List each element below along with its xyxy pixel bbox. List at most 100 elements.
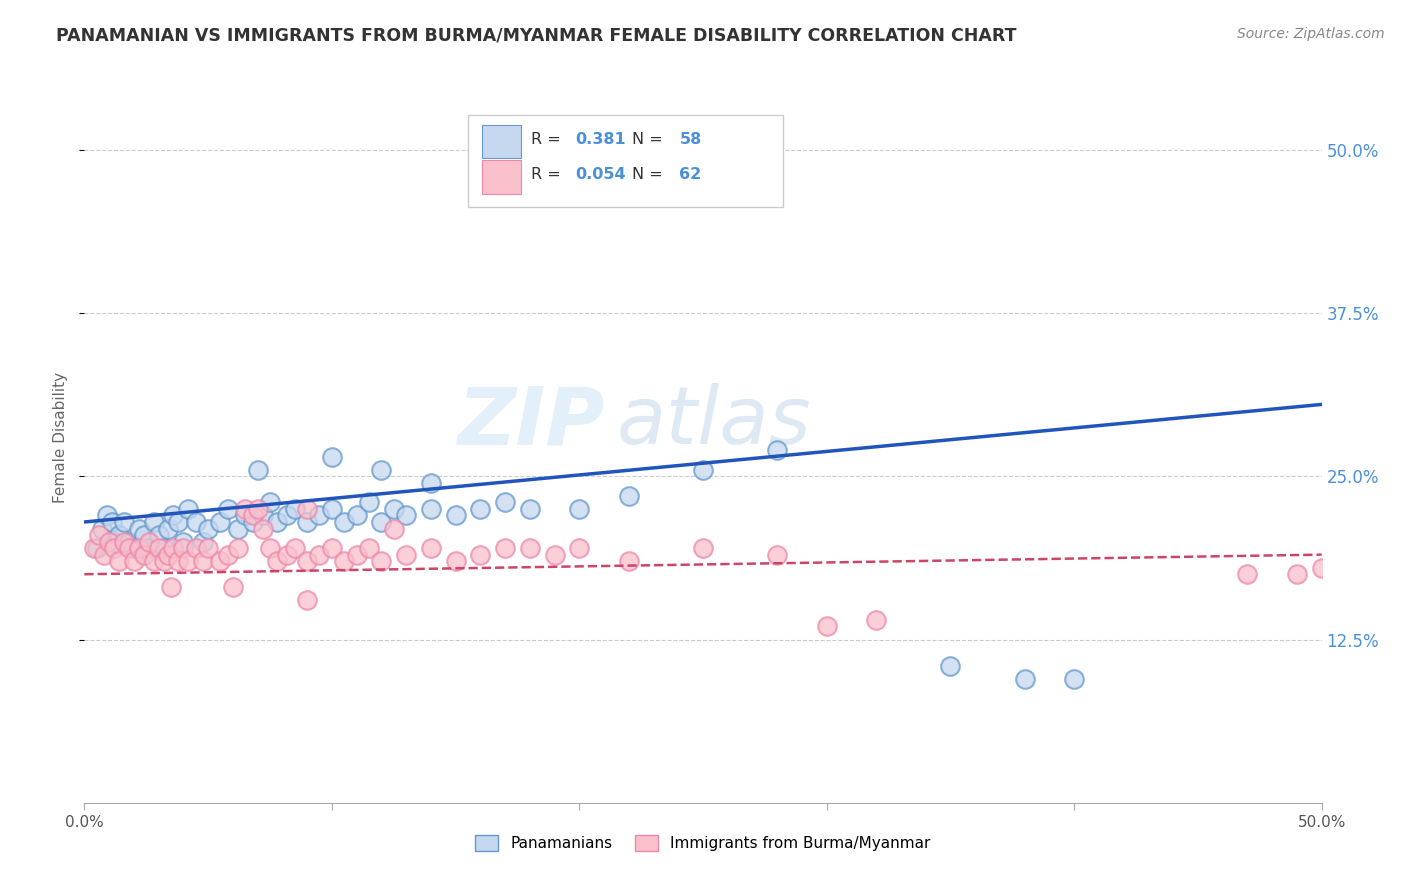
Text: Source: ZipAtlas.com: Source: ZipAtlas.com [1237, 27, 1385, 41]
Text: 0.054: 0.054 [575, 167, 626, 182]
Point [128, 541, 150, 555]
Text: N =: N = [633, 132, 668, 147]
Point [284, 541, 307, 555]
Point [160, 580, 183, 594]
Point [357, 541, 380, 555]
Point [152, 541, 174, 555]
Text: 62: 62 [679, 167, 702, 182]
Point [209, 554, 232, 568]
Point [252, 521, 274, 535]
Point [122, 541, 145, 555]
Text: PANAMANIAN VS IMMIGRANTS FROM BURMA/MYANMAR FEMALE DISABILITY CORRELATION CHART: PANAMANIAN VS IMMIGRANTS FROM BURMA/MYAN… [56, 27, 1017, 45]
Point [308, 508, 330, 523]
Point [444, 554, 467, 568]
Point [259, 541, 281, 555]
Point [419, 475, 441, 490]
Point [617, 554, 640, 568]
Point [118, 541, 141, 555]
Point [939, 658, 962, 673]
Point [382, 521, 405, 535]
Point [217, 548, 239, 562]
Point [470, 548, 492, 562]
Point [172, 541, 194, 555]
Point [96, 508, 118, 523]
Point [1014, 672, 1036, 686]
Point [191, 554, 214, 568]
Point [419, 541, 441, 555]
Point [103, 534, 125, 549]
Point [395, 548, 418, 562]
Point [692, 541, 714, 555]
Point [162, 508, 184, 523]
Point [138, 541, 160, 555]
Point [246, 502, 269, 516]
Text: R =: R = [531, 167, 565, 182]
Point [766, 443, 789, 458]
Point [519, 541, 541, 555]
Point [177, 502, 200, 516]
Point [259, 495, 281, 509]
Point [90, 521, 112, 535]
Point [419, 502, 441, 516]
Point [86, 541, 108, 555]
Point [142, 515, 165, 529]
Text: ZIP: ZIP [457, 384, 605, 461]
Point [346, 508, 368, 523]
Point [333, 515, 356, 529]
Point [112, 534, 135, 549]
Point [766, 548, 789, 562]
Point [93, 548, 115, 562]
FancyBboxPatch shape [481, 160, 522, 194]
Y-axis label: Female Disability: Female Disability [53, 371, 69, 503]
Legend: Panamanians, Immigrants from Burma/Myanmar: Panamanians, Immigrants from Burma/Myanm… [470, 830, 936, 857]
Point [370, 554, 392, 568]
Point [543, 548, 565, 562]
Point [444, 508, 467, 523]
Point [157, 521, 180, 535]
Point [108, 528, 131, 542]
Point [191, 534, 214, 549]
Point [308, 548, 330, 562]
Point [226, 541, 249, 555]
Point [266, 515, 288, 529]
Point [184, 541, 207, 555]
Point [246, 463, 269, 477]
Point [295, 554, 318, 568]
Point [217, 502, 239, 516]
Point [233, 508, 256, 523]
Point [519, 502, 541, 516]
Point [108, 554, 131, 568]
Point [226, 521, 249, 535]
Point [370, 515, 392, 529]
Point [167, 515, 190, 529]
Point [295, 515, 318, 529]
Point [333, 554, 356, 568]
Point [122, 554, 145, 568]
Point [242, 515, 264, 529]
Point [177, 554, 200, 568]
Point [167, 554, 190, 568]
Point [382, 502, 405, 516]
Point [295, 502, 318, 516]
Point [242, 508, 264, 523]
Point [617, 489, 640, 503]
Point [494, 495, 516, 509]
Point [252, 508, 274, 523]
Point [1063, 672, 1085, 686]
Point [132, 528, 155, 542]
Point [357, 495, 380, 509]
Point [284, 502, 307, 516]
Point [865, 613, 887, 627]
Point [494, 541, 516, 555]
Text: N =: N = [633, 167, 668, 182]
Point [222, 580, 245, 594]
Point [1236, 567, 1258, 582]
Point [321, 541, 343, 555]
Point [142, 554, 165, 568]
Point [209, 515, 232, 529]
Point [148, 528, 170, 542]
FancyBboxPatch shape [468, 115, 783, 207]
FancyBboxPatch shape [481, 125, 522, 159]
Point [395, 508, 418, 523]
Point [162, 541, 184, 555]
